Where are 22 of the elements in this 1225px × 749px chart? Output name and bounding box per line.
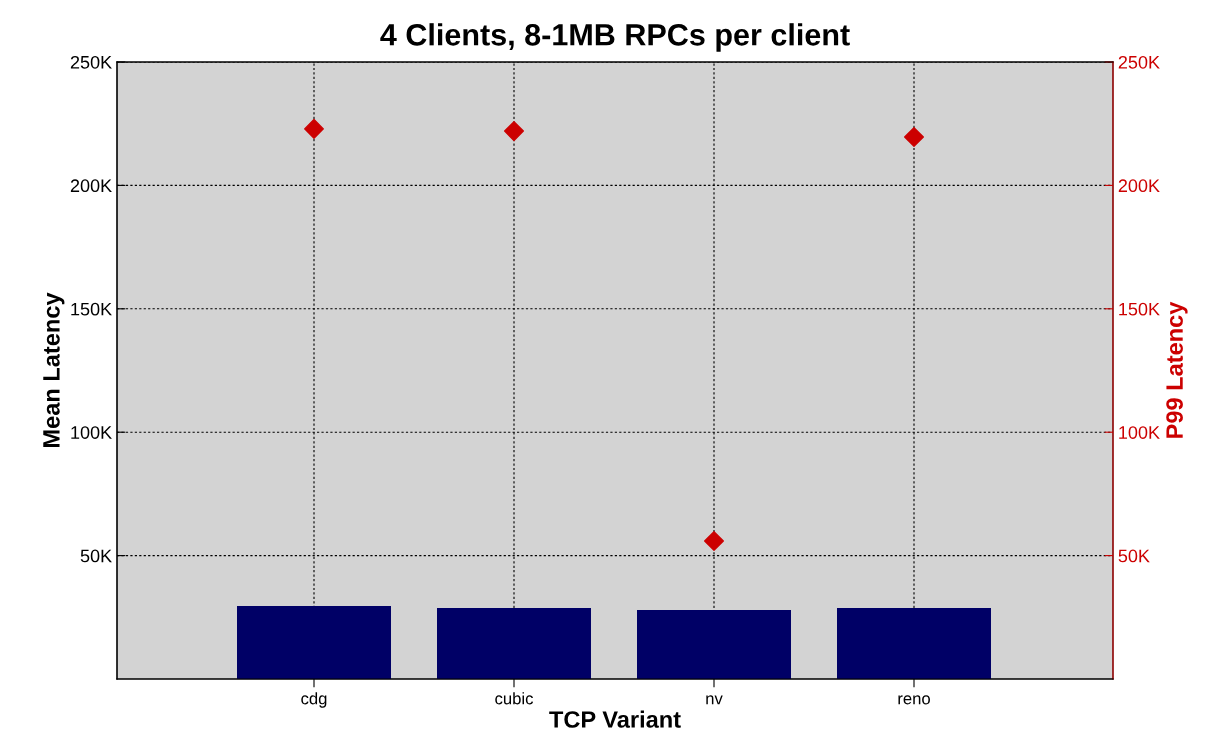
point xyxy=(903,127,925,148)
y-tick-label: 150K xyxy=(71,302,112,316)
x-tick-label: cdg xyxy=(301,692,327,708)
x-tick-label: nv xyxy=(706,695,723,705)
x-tick-label: cubic xyxy=(495,692,534,705)
y2-axis-title: P99 Latency xyxy=(1166,301,1188,438)
x-tick-label: reno xyxy=(898,695,930,705)
point xyxy=(503,121,525,142)
chart-title: 4 Clients, 8-1MB RPCs per client xyxy=(380,23,850,52)
y-tick-label: 100K xyxy=(71,426,112,439)
y2-tick-label: 100K xyxy=(1119,426,1160,439)
y-tick-label: 250K xyxy=(70,55,112,69)
y2-tick-label: 50K xyxy=(1118,549,1150,563)
point xyxy=(703,531,725,552)
y-axis-title: Mean Latency xyxy=(43,292,65,447)
point xyxy=(303,118,325,139)
x-axis-title: TCP Variant xyxy=(549,710,681,728)
y-tick-label: 50K xyxy=(80,549,112,563)
y2-tick-label: 150K xyxy=(1119,302,1160,316)
y-tick-label: 200K xyxy=(70,179,112,193)
y2-tick-label: 250K xyxy=(1118,55,1160,69)
y2-tick-label: 200K xyxy=(1118,179,1160,193)
